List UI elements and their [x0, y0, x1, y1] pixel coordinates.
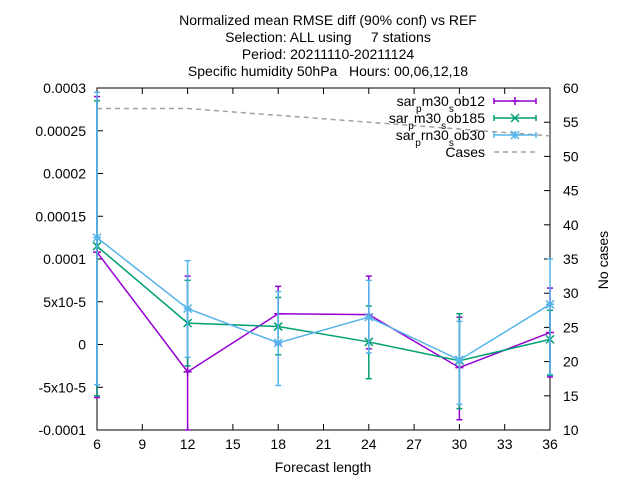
x-axis-label: Forecast length [275, 459, 372, 475]
title-line-4: Specific humidity 50hPa Hours: 00,06,12,… [188, 63, 468, 79]
legend-item-1: sarpm30sob12 [397, 93, 537, 115]
y-tick-label: -5x10-5 [39, 379, 87, 395]
y2-axis-label: No cases [595, 231, 611, 289]
legend-label: sarprn30sob30 [396, 127, 485, 149]
x-tick-label: 12 [180, 436, 196, 452]
series-layer [92, 91, 555, 431]
x-tick-label: 36 [542, 436, 558, 452]
legend-label: Cases [445, 144, 485, 160]
axes: 6 9 12 15 18 21 24 27 30 33 36 -0.0001 -5x10-5 0 5x10-… [35, 80, 578, 452]
x-tick-label: 30 [452, 436, 468, 452]
y2-tick-label: 25 [563, 319, 579, 335]
data-point [92, 233, 102, 243]
y-tick-label: 0 [78, 337, 86, 353]
legend-item-2: sarpm30sob185 [389, 110, 537, 132]
y-tick-label: 5x10-5 [43, 294, 86, 310]
y2-tick-label: 40 [563, 217, 579, 233]
y-tick-label: 0.0003 [43, 80, 86, 96]
data-point [510, 130, 520, 140]
chart-title: Normalized mean RMSE diff (90% conf) vs … [179, 12, 477, 79]
x-tick-label: 15 [225, 436, 241, 452]
legend-item-4: Cases [445, 144, 536, 160]
legend-item-3: sarprn30sob30 [396, 127, 537, 149]
y-tick-label: 0.00015 [35, 208, 86, 224]
y-tick-label: -0.0001 [39, 422, 87, 438]
data-point [183, 304, 193, 314]
x-tick-label: 9 [138, 436, 146, 452]
x-tick-label: 33 [497, 436, 513, 452]
y2-tick-label: 15 [563, 388, 579, 404]
y2-tick-label: 60 [563, 80, 579, 96]
x-tick-label: 24 [361, 436, 377, 452]
x-tick-label: 27 [406, 436, 422, 452]
data-point [364, 312, 374, 322]
x-tick-label: 18 [270, 436, 286, 452]
y2-tick-label: 20 [563, 354, 579, 370]
legend: sarpm30sob12sarpm30sob185sarprn30sob30Ca… [389, 93, 537, 160]
title-line-1: Normalized mean RMSE diff (90% conf) vs … [179, 12, 477, 28]
y-tick-label: 0.0002 [43, 166, 86, 182]
data-point [510, 113, 520, 123]
cases-layer [97, 107, 551, 137]
y2-tick-label: 35 [563, 251, 579, 267]
y2-tick-label: 50 [563, 148, 579, 164]
y2-tick-label: 30 [563, 285, 579, 301]
series-line-cases [97, 107, 551, 137]
legend-label: sarpm30sob12 [397, 93, 486, 115]
data-point [273, 338, 283, 348]
data-point [545, 299, 555, 309]
y2-tick-label: 55 [563, 114, 579, 130]
x-tick-label: 6 [93, 436, 101, 452]
y2-tick-label: 10 [563, 422, 579, 438]
data-point [454, 355, 464, 365]
x-tick-label: 21 [316, 436, 332, 452]
y2-tick-label: 45 [563, 183, 579, 199]
series-3 [92, 91, 555, 406]
y-tick-label: 0.00025 [35, 123, 86, 139]
title-line-2: Selection: ALL using 7 stations [225, 29, 431, 45]
legend-label: sarpm30sob185 [389, 110, 485, 132]
data-point [511, 97, 519, 105]
series-line [96, 251, 551, 373]
title-line-3: Period: 20211110-20211124 [242, 46, 415, 62]
data-point [183, 367, 192, 376]
y-tick-label: 0.0001 [43, 251, 86, 267]
series-line [96, 237, 551, 361]
series-line [96, 245, 551, 362]
